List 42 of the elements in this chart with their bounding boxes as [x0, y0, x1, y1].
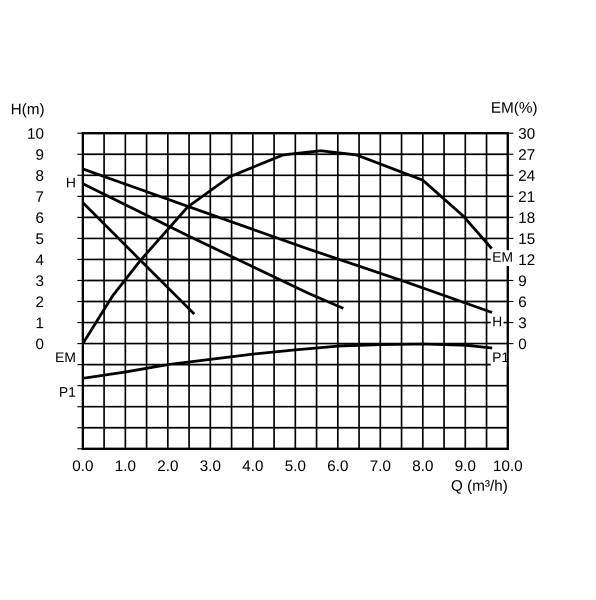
y2-tick-label: 30 — [518, 128, 535, 139]
x-tick-label: 1.0 — [116, 460, 136, 472]
x-tick-label: 5.0 — [285, 460, 306, 472]
y2-tick-label: 0 — [518, 338, 526, 350]
x-tick-label: 0.0 — [72, 460, 93, 472]
series-label: H — [493, 316, 502, 326]
series-label: EM — [493, 252, 512, 262]
text: H — [67, 178, 75, 188]
text: P1 — [60, 387, 76, 397]
y-tick-label: 2 — [36, 296, 44, 308]
series-label: P1 — [493, 352, 508, 362]
y-tick-label: 8 — [36, 170, 44, 181]
y2-tick-label: 6 — [518, 296, 526, 308]
y-axis-title: H(m) — [12, 103, 44, 118]
y-tick-label: 4 — [36, 254, 44, 265]
y-tick-label: 0 — [36, 338, 44, 350]
y-tick-label: 6 — [36, 212, 44, 224]
x-tick-label: 6.0 — [328, 460, 348, 472]
x-tick-label: 7.0 — [370, 460, 390, 472]
y2-tick-label: 27 — [518, 149, 534, 160]
y2-tick-label: 3 — [518, 317, 526, 328]
y-tick-label: 7 — [36, 191, 44, 202]
x-tick-label: 9.0 — [455, 460, 476, 472]
x-tick-label: 10.0 — [494, 460, 522, 472]
y-tick-label: 1 — [36, 318, 44, 328]
y-tick-label: 9 — [36, 149, 44, 160]
y2-tick-label: 9 — [518, 275, 526, 286]
y2-axis-title: EM(%) — [492, 102, 537, 116]
x-tick-label: 8.0 — [412, 460, 433, 472]
x-tick-label: 4.0 — [242, 460, 263, 472]
x-tick-label: 2.0 — [158, 460, 178, 472]
y2-tick-label: 12 — [519, 254, 534, 265]
x-tick-label: 3.0 — [200, 460, 220, 472]
y2-tick-label: 15 — [519, 233, 535, 244]
y-tick-label: 10 — [28, 128, 44, 139]
x-axis-title: Q (m³/h) — [452, 480, 507, 494]
y-tick-label: 3 — [36, 275, 44, 286]
y-tick-label: 5 — [36, 233, 44, 244]
y2-tick-label: 18 — [519, 212, 535, 224]
y2-tick-label: 21 — [518, 191, 534, 202]
y2-tick-label: 24 — [518, 170, 535, 181]
text: EM — [56, 352, 75, 362]
